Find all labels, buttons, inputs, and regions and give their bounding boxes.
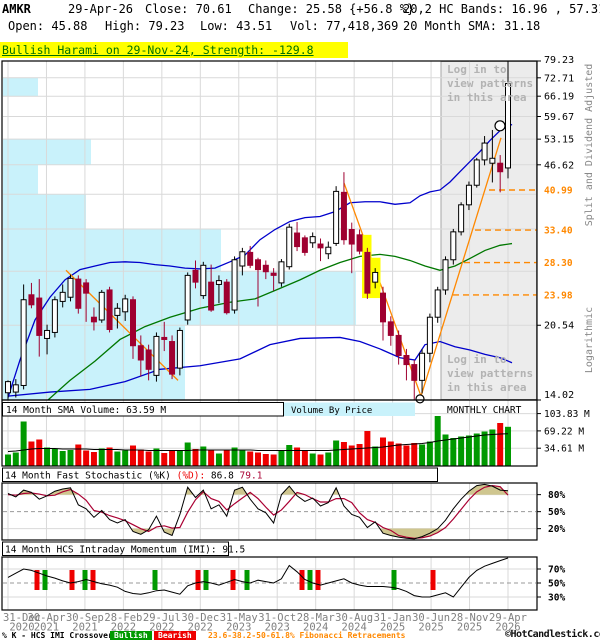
svg-text:2022: 2022 (188, 622, 213, 634)
svg-text:in this area: in this area (447, 91, 526, 104)
svg-text:2024: 2024 (342, 622, 367, 634)
svg-text:Volume By Price: Volume By Price (291, 406, 372, 416)
svg-text:in this area: in this area (447, 381, 526, 394)
price-axis-labels: 79.23 72.71 66.19 59.67 53.15 46.62 20.54 14.02… (537, 55, 590, 604)
svg-text:14 Month HCS Intraday Momentum: 14 Month HCS Intraday Momentum (IMI): 91… (5, 545, 245, 556)
svg-text:2022: 2022 (149, 622, 174, 634)
svg-text:MONTHLY CHART: MONTHLY CHART (447, 405, 522, 416)
svg-text:view patterns: view patterns (447, 367, 533, 380)
svg-text:40.99: 40.99 (544, 185, 573, 196)
svg-text:2025: 2025 (380, 622, 405, 634)
svg-text:29-Apr: 29-Apr (489, 612, 527, 624)
svg-text:50%: 50% (548, 579, 565, 590)
svg-text:28.30: 28.30 (544, 258, 573, 269)
svg-text:28-Feb: 28-Feb (104, 612, 142, 624)
svg-text:30-Jun: 30-Jun (412, 612, 450, 624)
stochastic-shading (8, 484, 508, 539)
x-axis-labels: 31-Dec202030-Apr202130-Sep202128-Feb2022… (3, 612, 527, 634)
svg-text:14 Month Fast Stochastic (%K): 14 Month Fast Stochastic (%K) (%D): 86.8… (5, 471, 263, 482)
svg-text:31-May: 31-May (220, 612, 258, 624)
quote-close: Close: 70.61 (145, 2, 232, 16)
svg-text:2022: 2022 (111, 622, 136, 634)
svg-text:Log in to: Log in to (447, 63, 507, 76)
svg-text:53.15: 53.15 (544, 135, 574, 146)
svg-text:30-Sep: 30-Sep (66, 612, 104, 624)
svg-text:30-Apr: 30-Apr (27, 612, 65, 624)
quote-change: Change: 25.58 {+56.8 %} (248, 2, 415, 16)
svg-text:66.19: 66.19 (544, 92, 574, 103)
svg-text:2021: 2021 (72, 622, 97, 634)
svg-text:30%: 30% (548, 593, 565, 604)
svg-text:72.71: 72.71 (544, 73, 574, 84)
svg-text:2026: 2026 (495, 622, 520, 634)
pattern-banner-text: Bullish Harami on 29-Nov-24, Strength: -… (2, 43, 314, 57)
side-labels: Split and Dividend Adjusted Logarithmic (584, 64, 595, 373)
svg-text:31-Jan: 31-Jan (374, 612, 412, 624)
hc-bands-lower (7, 336, 513, 397)
bullish-badge: Bullish (110, 631, 152, 640)
quote-low: Low: 43.51 (200, 19, 273, 33)
svg-text:46.62: 46.62 (544, 160, 574, 171)
stochastic-d-line (7, 484, 509, 539)
svg-text:20.54: 20.54 (544, 321, 574, 332)
svg-text:50%: 50% (548, 507, 565, 518)
svg-text:2024: 2024 (303, 622, 328, 634)
hc-bands-value: 20,2 HC Bands: 16.96 , 57.31 (403, 2, 600, 16)
pattern-banner: Bullish Harami on 29-Nov-24, Strength: -… (0, 42, 348, 58)
svg-text:2025: 2025 (418, 622, 443, 634)
svg-text:23.98: 23.98 (544, 290, 573, 301)
svg-text:view patterns: view patterns (447, 77, 533, 90)
svg-text:28-Mar: 28-Mar (297, 612, 335, 624)
bearish-badge: Bearish (154, 631, 196, 640)
svg-text:Split and Dividend Adjusted: Split and Dividend Adjusted (584, 64, 595, 227)
svg-text:34.61 M: 34.61 M (544, 444, 584, 455)
hc-bands-upper (7, 123, 513, 398)
pattern-marker-circles (415, 120, 506, 404)
svg-text:59.67: 59.67 (544, 112, 574, 123)
svg-text:33.40: 33.40 (544, 226, 573, 237)
quote-date: 29-Apr-26 (68, 2, 134, 16)
crossover-legend: % K - HCS IMI Crossover, (2, 631, 118, 640)
svg-text:2023: 2023 (265, 622, 290, 634)
volume-sma-line (7, 433, 509, 452)
svg-text:2023: 2023 (226, 622, 251, 634)
ticker-symbol: AMKR (2, 2, 31, 16)
fibonacci-legend: 23.6-38.2-50-61.8% Fibonacci Retracement… (208, 631, 406, 640)
svg-text:14.02: 14.02 (544, 390, 574, 401)
quote-volume: Vol: 77,418,369 (290, 19, 399, 33)
quote-high: High: 79.23 (105, 19, 185, 33)
sma-value: 20 Month SMA: 31.18 (403, 19, 541, 33)
panel-headers: 14 Month SMA Volume: 63.59 M Volume By Pr… (2, 402, 522, 556)
svg-text:Logarithmic: Logarithmic (584, 307, 595, 373)
svg-text:2020: 2020 (9, 622, 34, 634)
svg-text:30-Aug: 30-Aug (335, 612, 373, 624)
svg-text:28-Nov: 28-Nov (451, 612, 489, 624)
svg-text:69.22 M: 69.22 M (544, 426, 584, 437)
imi-line (7, 557, 509, 598)
svg-text:2021: 2021 (34, 622, 59, 634)
svg-text:31-Oct: 31-Oct (258, 612, 296, 624)
svg-text:2025: 2025 (457, 622, 482, 634)
volume-bars (5, 416, 511, 466)
svg-text:79.23: 79.23 (544, 55, 574, 66)
svg-text:31-Dec: 31-Dec (3, 612, 41, 624)
svg-text:70%: 70% (548, 565, 565, 576)
svg-text:14 Month SMA Volume: 63.59 M: 14 Month SMA Volume: 63.59 M (6, 405, 166, 416)
stochastic-k-line (7, 483, 509, 540)
svg-text:Log in to: Log in to (447, 353, 507, 366)
svg-text:20%: 20% (548, 524, 565, 535)
sma-line (47, 242, 513, 401)
svg-text:80%: 80% (548, 490, 565, 501)
fibonacci-lines (453, 189, 537, 296)
quote-open: Open: 45.88 (8, 19, 88, 33)
svg-text:103.83 M: 103.83 M (544, 409, 590, 420)
watermark: ©HotCandlestick.com (505, 629, 600, 640)
svg-text:30-Dec: 30-Dec (181, 612, 219, 624)
svg-text:29-Jul: 29-Jul (143, 612, 181, 624)
candlesticks (5, 61, 511, 401)
